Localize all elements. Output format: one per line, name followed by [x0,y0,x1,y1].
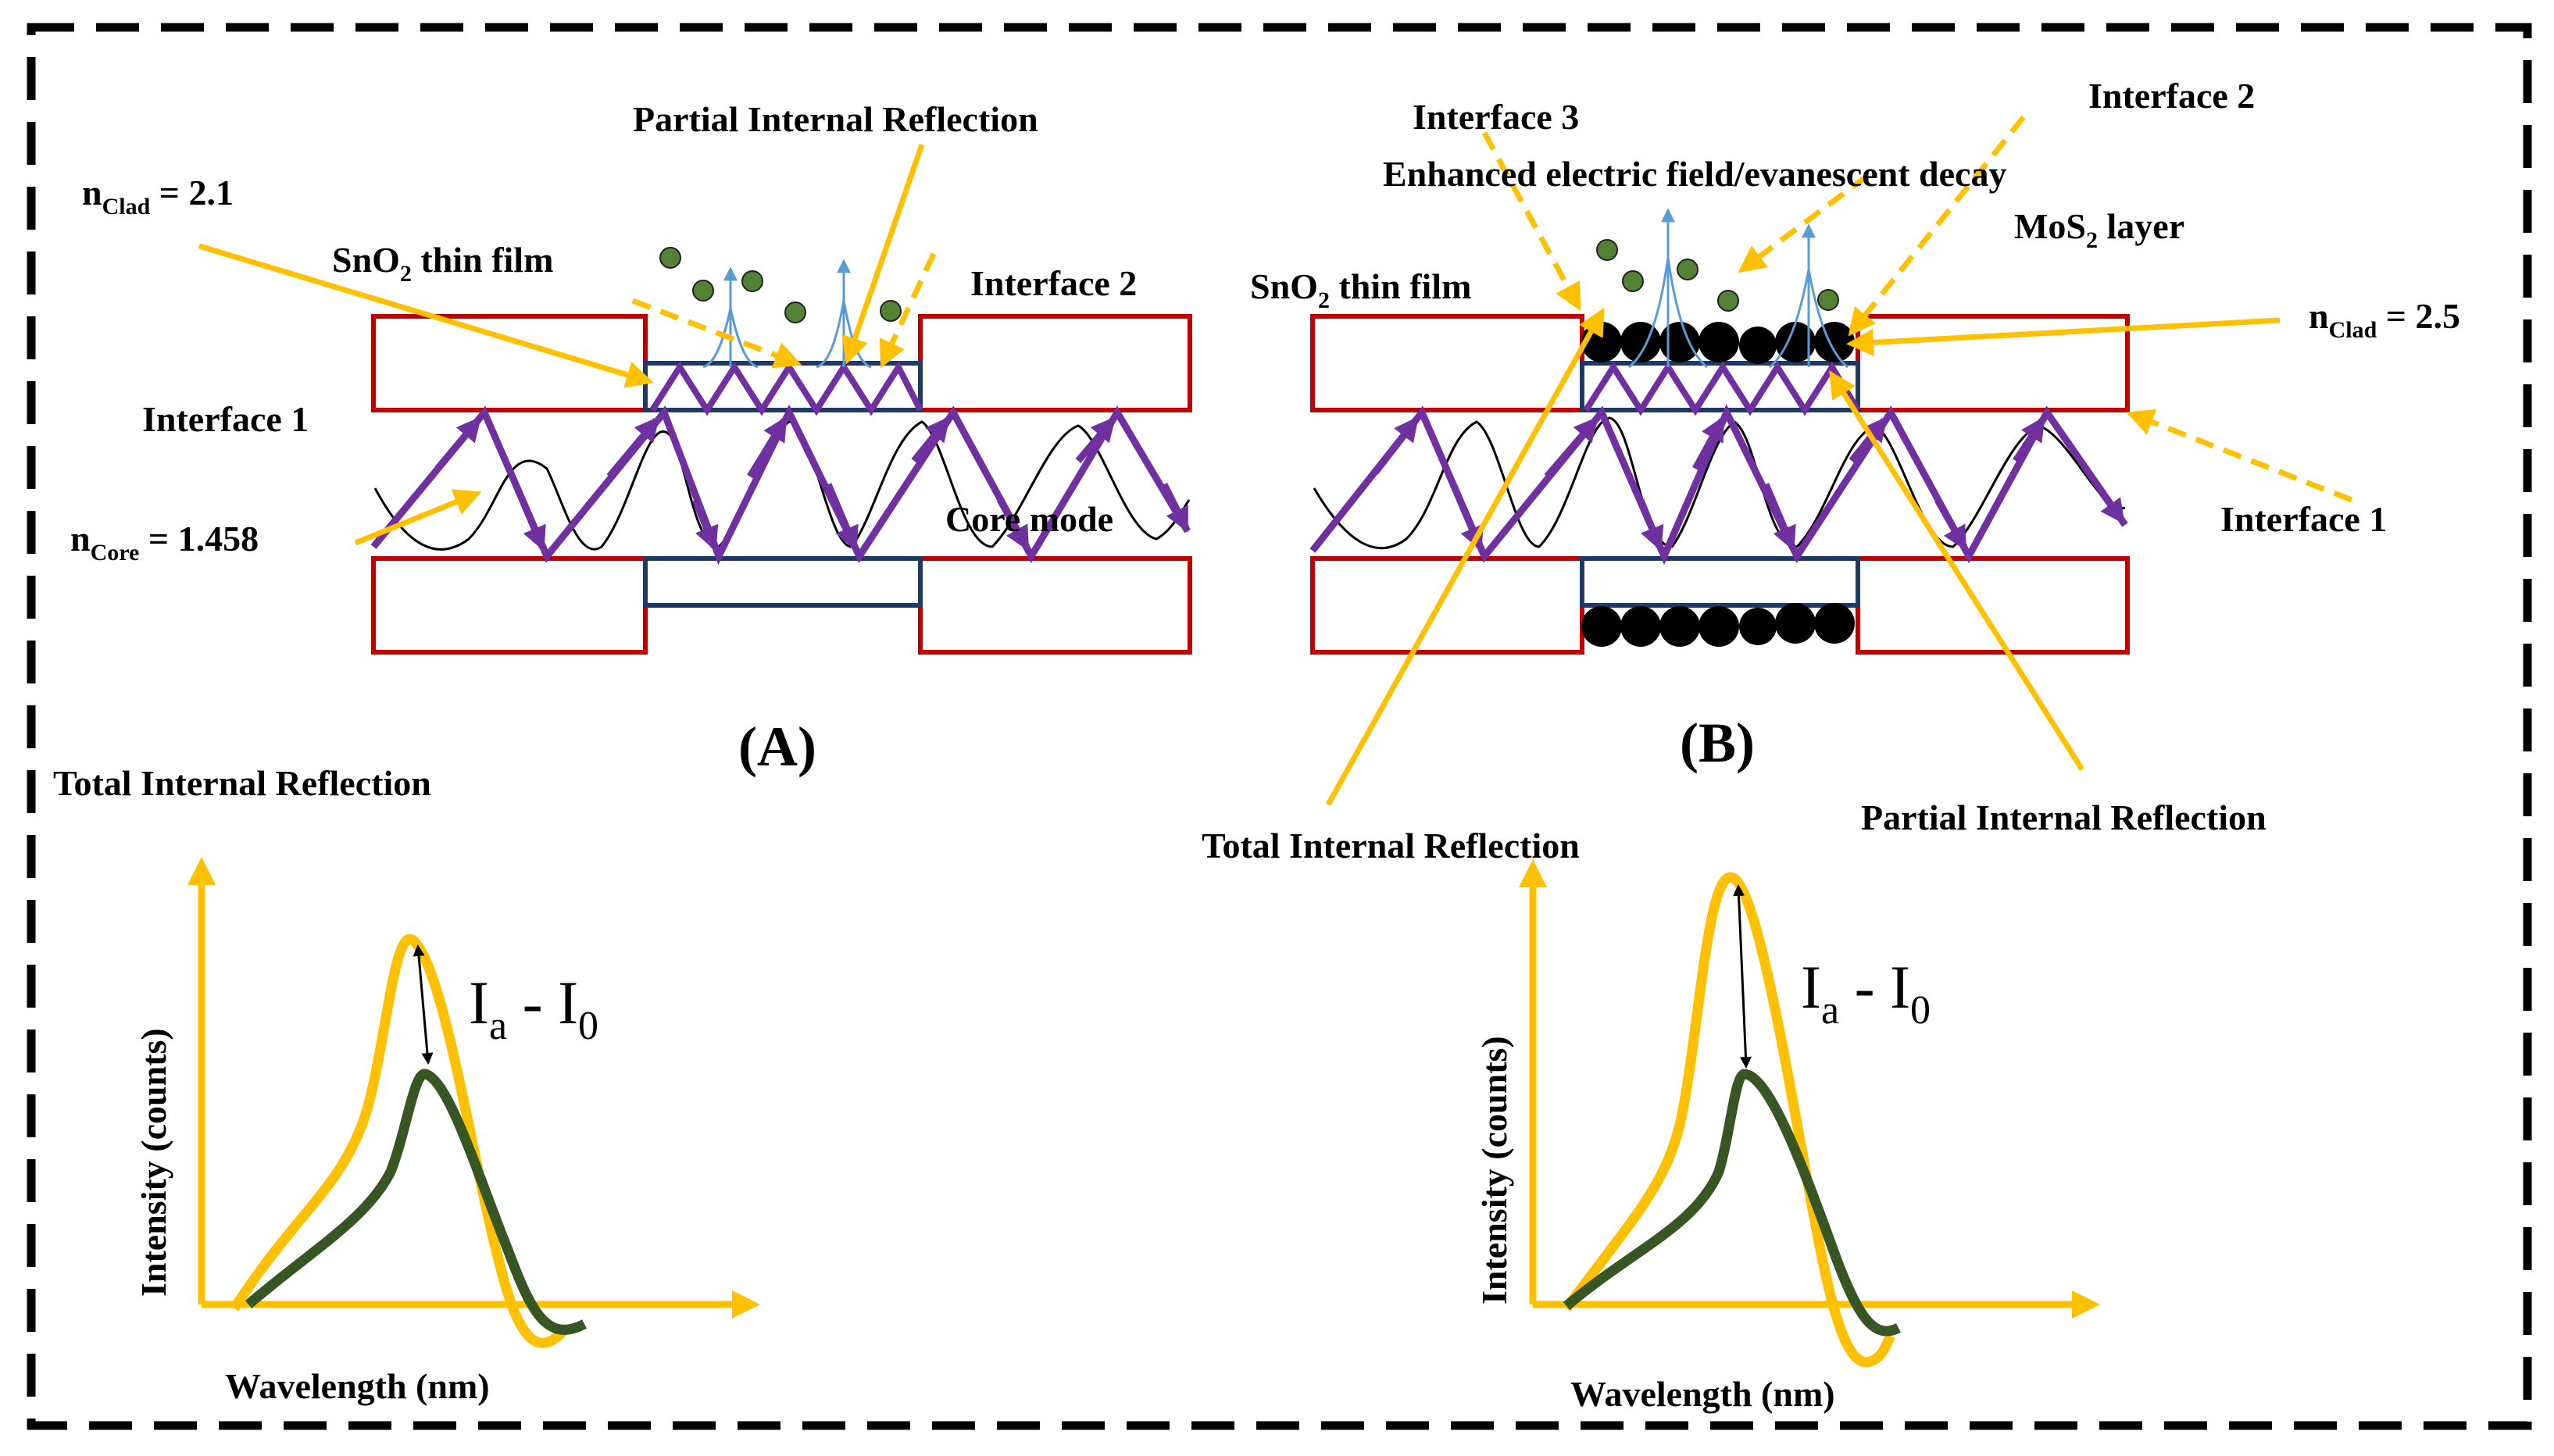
mos2-particle [1814,603,1855,644]
gas-molecule [692,280,714,302]
xlabel-b: Wavelength (nm) [1570,1374,1835,1414]
panel-b-title: (B) [1680,712,1755,774]
interface3-b: Interface 3 [1413,97,1579,137]
mos2-particle [1698,606,1739,647]
panel-b-fiber [1309,208,2130,655]
xlabel-a: Wavelength (nm) [225,1366,490,1406]
gas-molecule [741,270,763,292]
core-mode-label: Core mode [945,499,1113,539]
film-ray-a [649,360,923,416]
gas-molecule [1677,259,1698,280]
ylabel-b: Intensity (counts) [1474,1036,1514,1304]
interface2-b: Interface 2 [2088,76,2255,116]
chart-a: Ia - I0 Intensity (counts) Wavelength (n… [134,857,760,1406]
gas-molecule [659,247,681,269]
partial-reflection-b: Partial Internal Reflection [1861,798,2266,837]
gas-molecule [880,300,902,322]
panel-b-arrows [1325,115,2353,806]
interface2-a: Interface 2 [970,263,1137,303]
sno2-label-b: SnO2 thin film [1250,266,1471,313]
total-reflection-b: Total Internal Reflection [1202,826,1580,865]
gas-molecule [1596,239,1618,261]
delta-arrow-a [413,944,434,1065]
partial-reflection-a: Partial Internal Reflection [633,99,1038,139]
panel-a-arrows [198,143,937,546]
curve-after-b [1563,1069,1901,1336]
mos2-particle [1775,603,1816,644]
mos2-particle [1620,322,1661,362]
n-clad-b: nClad = 2.5 [2309,296,2460,343]
delta-label-a: Ia - I0 [469,969,598,1048]
curve-after-a [245,1069,587,1335]
enhanced-field-label: Enhanced electric field/evanescent decay [1383,154,2006,194]
mos2-particle [1814,322,1855,362]
mos2-particle [1659,322,1700,362]
mos2-label: MoS2 layer [2014,206,2184,253]
core-mode-wave-a [373,420,1191,551]
mos2-particle [1775,322,1816,362]
n-clad-a: nClad = 2.1 [82,173,234,219]
dashed-frame [27,23,2532,1430]
delta-label-b: Ia - I0 [1801,953,1931,1033]
gas-molecule [1717,290,1739,312]
total-reflection-a: Total Internal Reflection [53,763,431,803]
panel-a-title: (A) [738,716,816,778]
interface1-b: Interface 1 [2220,499,2387,539]
ylabel-a: Intensity (counts) [134,1028,173,1297]
n-core-a: nCore = 1.458 [70,519,259,566]
gas-molecule [1817,289,1839,311]
mos2-particle [1620,606,1661,647]
curve-before-a [230,933,570,1348]
mos2-particle [1739,608,1777,645]
sno2-film-bottom-a [643,556,923,608]
mos2-particle [1659,606,1700,647]
sno2-label-a: SnO2 thin film [332,240,553,287]
panel-a-fiber [370,247,1192,655]
interface1-a: Interface 1 [142,399,309,439]
mos2-particle [1698,322,1739,362]
gas-molecule [1622,270,1644,292]
film-ray-b [1583,361,1861,416]
ray-path-b [1309,404,2128,566]
sno2-film-bottom-b [1580,556,1860,608]
sno2-film-top-b [1580,361,1860,412]
delta-arrow-b [1733,884,1752,1069]
mos2-particle [1581,606,1622,647]
chart-b: Ia - I0 Intensity (counts) Wavelength (n… [1474,859,2100,1414]
mos2-particle [1739,327,1777,364]
gas-molecule [784,302,806,323]
